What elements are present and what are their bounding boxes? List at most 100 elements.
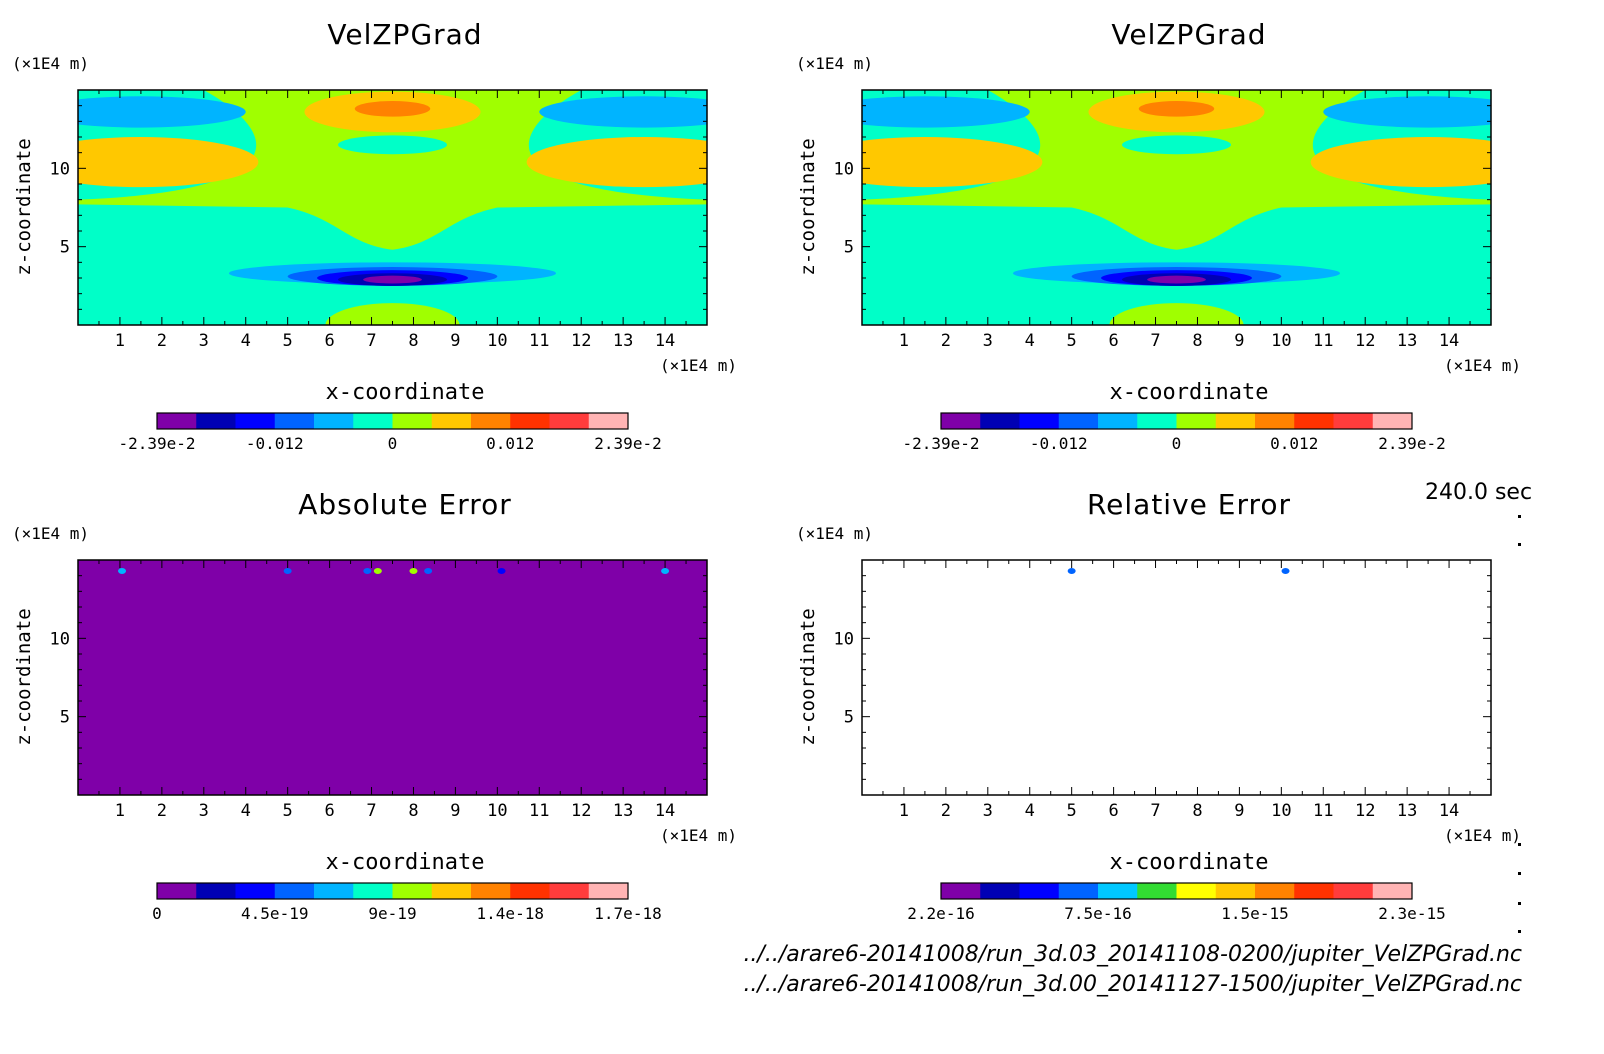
axis-ticks [862, 560, 1491, 795]
margin-dot [1518, 543, 1521, 546]
colorbar-swatch [235, 883, 276, 899]
y-unit-label: (×1E4 m) [796, 524, 874, 543]
contour-region [526, 137, 707, 188]
x-tick-label: 10 [1271, 331, 1291, 351]
x-tick-label: 3 [983, 801, 993, 821]
colorbar-swatch [1294, 413, 1334, 429]
margin-dot [1518, 843, 1521, 846]
colorbar-swatch [392, 883, 433, 899]
x-tick-label: 3 [199, 331, 209, 351]
colorbar-swatch [1098, 413, 1138, 429]
x-tick-label: 5 [1067, 801, 1077, 821]
colorbar-label: 0 [152, 904, 162, 923]
z-tick-label: 5 [60, 238, 70, 258]
x-tick-label: 6 [1108, 801, 1118, 821]
x-tick-label: 1 [899, 801, 909, 821]
colorbar-label: -2.39e-2 [118, 434, 195, 453]
x-tick-label: 11 [1313, 331, 1333, 351]
colorbar-swatch [1333, 413, 1374, 429]
z-tick-label: 10 [50, 159, 70, 179]
colorbar-swatch [431, 883, 472, 899]
x-tick-label: 14 [655, 331, 675, 351]
error-blip [283, 567, 292, 574]
colorbar-label: 2.39e-2 [1378, 434, 1445, 453]
x-tick-label: 1 [115, 801, 125, 821]
x-axis-label: x-coordinate [325, 380, 485, 405]
colorbar-swatch [549, 413, 590, 429]
central-contour-band [862, 90, 1491, 250]
x-tick-label: 1 [115, 331, 125, 351]
x-tick-label: 7 [366, 331, 376, 351]
axis-ticks [78, 90, 707, 325]
x-tick-label: 3 [199, 801, 209, 821]
field-background [862, 560, 1491, 795]
colorbar-swatch [980, 883, 1020, 899]
contour-region [862, 137, 1043, 188]
colorbar-frame [156, 882, 629, 900]
colorbar-swatch [235, 413, 276, 429]
x-tick-label: 10 [487, 331, 507, 351]
colorbar-swatch [431, 413, 472, 429]
x-tick-label: 7 [1150, 801, 1160, 821]
colorbar-swatch [941, 413, 981, 429]
panel-title: Absolute Error [298, 488, 512, 521]
x-tick-label: 7 [1150, 331, 1160, 351]
x-tick-label: 5 [1067, 331, 1077, 351]
colorbar-swatch [1215, 883, 1256, 899]
contour-region [1138, 100, 1215, 117]
contour-field [862, 90, 1491, 325]
colorbar-swatch [196, 413, 236, 429]
panel-title: Relative Error [1086, 488, 1292, 521]
x-unit-label: (×1E4 m) [1444, 826, 1522, 845]
x-tick-label: 9 [1234, 331, 1244, 351]
colorbar-swatch [1176, 413, 1217, 429]
error-blip [373, 567, 382, 574]
contour-region [1310, 137, 1491, 188]
colorbar-swatch [157, 413, 197, 429]
z-tick-label: 10 [834, 629, 854, 649]
colorbar-label: 0.012 [486, 434, 534, 453]
colorbar-swatch [1372, 883, 1413, 899]
x-tick-label: 9 [450, 801, 460, 821]
y-unit-label: (×1E4 m) [12, 54, 90, 73]
colorbar-swatch [1019, 883, 1060, 899]
x-tick-label: 12 [1355, 801, 1375, 821]
colorbar-swatch [1255, 883, 1295, 899]
error-blip [118, 567, 127, 574]
contour-region [78, 137, 259, 188]
contour-region [354, 100, 431, 117]
error-blip [363, 567, 372, 574]
colorbar: 2.2e-16 7.5e-16 1.5e-15 2.3e-15 [907, 882, 1446, 923]
x-tick-label: 11 [1313, 801, 1333, 821]
contour-region [1147, 275, 1206, 284]
margin-dot [1518, 930, 1521, 933]
x-tick-label: 1 [899, 331, 909, 351]
z-tick-label: 5 [844, 708, 854, 728]
colorbar-swatch [588, 413, 629, 429]
panel-absolute-error: Absolute Error (×1E4 m) (×1E4 m) x-coord… [0, 470, 780, 940]
colorbar-swatch [941, 883, 981, 899]
x-tick-label: 6 [324, 331, 334, 351]
z-tick-label: 10 [834, 159, 854, 179]
y-unit-label: (×1E4 m) [796, 54, 874, 73]
panel-relative-error: Relative Error (×1E4 m) (×1E4 m) x-coord… [784, 470, 1564, 940]
colorbar-swatch [1176, 883, 1217, 899]
panel-velzpgrad-1: VelZPGrad (×1E4 m) (×1E4 m) x-coordinate… [0, 0, 780, 470]
colorbar-label: 0.012 [1270, 434, 1318, 453]
x-tick-label: 4 [241, 331, 251, 351]
panel-title: VelZPGrad [327, 18, 483, 51]
panel-title: VelZPGrad [1111, 18, 1267, 51]
x-tick-label: 10 [487, 801, 507, 821]
x-tick-label: 11 [529, 331, 549, 351]
x-unit-label: (×1E4 m) [1444, 356, 1522, 375]
x-tick-label: 6 [1108, 331, 1118, 351]
colorbar-swatch [1294, 883, 1334, 899]
error-blip [1281, 567, 1290, 574]
error-blip [661, 567, 670, 574]
colorbar-swatch [1058, 413, 1099, 429]
contour-region [325, 303, 460, 325]
x-tick-label: 9 [1234, 801, 1244, 821]
x-tick-label: 3 [983, 331, 993, 351]
